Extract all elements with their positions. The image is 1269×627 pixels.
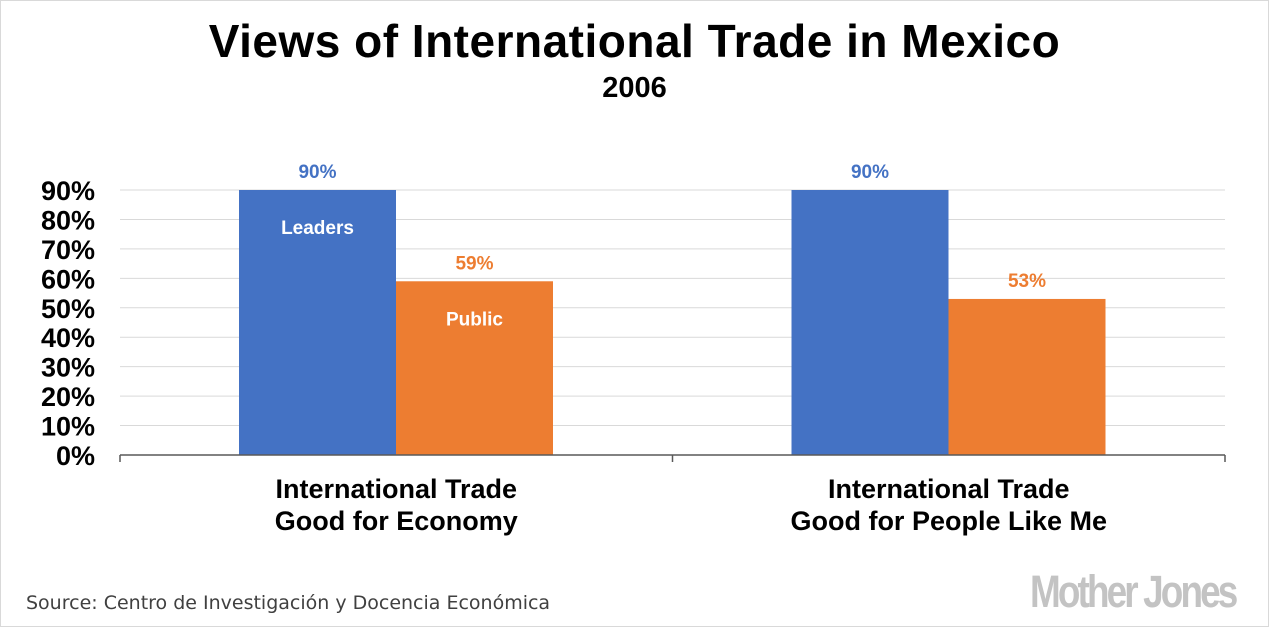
bar-leaders-1 bbox=[239, 190, 396, 455]
data-label: 90% bbox=[298, 162, 336, 183]
y-tick-label: 20% bbox=[41, 382, 95, 412]
x-category-label: International Trade bbox=[828, 474, 1070, 504]
mother-jones-logo: Mother Jones bbox=[1030, 566, 1238, 617]
x-category-label: Good for People Like Me bbox=[790, 506, 1107, 536]
bar-leaders-2 bbox=[791, 190, 949, 455]
chart-title: Views of International Trade in Mexico bbox=[208, 15, 1061, 67]
y-tick-label: 40% bbox=[41, 323, 95, 353]
data-label: 59% bbox=[455, 253, 493, 274]
series-label-leaders: Leaders bbox=[281, 218, 354, 239]
data-label: 90% bbox=[851, 162, 889, 183]
bar-public-1 bbox=[396, 281, 553, 455]
data-label: 53% bbox=[1008, 271, 1046, 292]
y-tick-label: 70% bbox=[41, 235, 95, 265]
source-note: Source: Centro de Investigación y Docenc… bbox=[26, 592, 551, 614]
x-category-label: International Trade bbox=[275, 474, 517, 504]
y-tick-label: 90% bbox=[41, 176, 95, 206]
y-tick-label: 60% bbox=[41, 264, 95, 294]
y-tick-label: 10% bbox=[41, 412, 95, 442]
x-category-label: Good for Economy bbox=[275, 506, 518, 536]
chart-subtitle: 2006 bbox=[602, 72, 667, 104]
series-label-public: Public bbox=[446, 309, 503, 330]
y-tick-label: 30% bbox=[41, 353, 95, 383]
y-tick-label: 0% bbox=[56, 441, 95, 471]
y-tick-label: 80% bbox=[41, 205, 95, 235]
y-tick-label: 50% bbox=[41, 294, 95, 324]
bar-public-2 bbox=[948, 298, 1106, 455]
